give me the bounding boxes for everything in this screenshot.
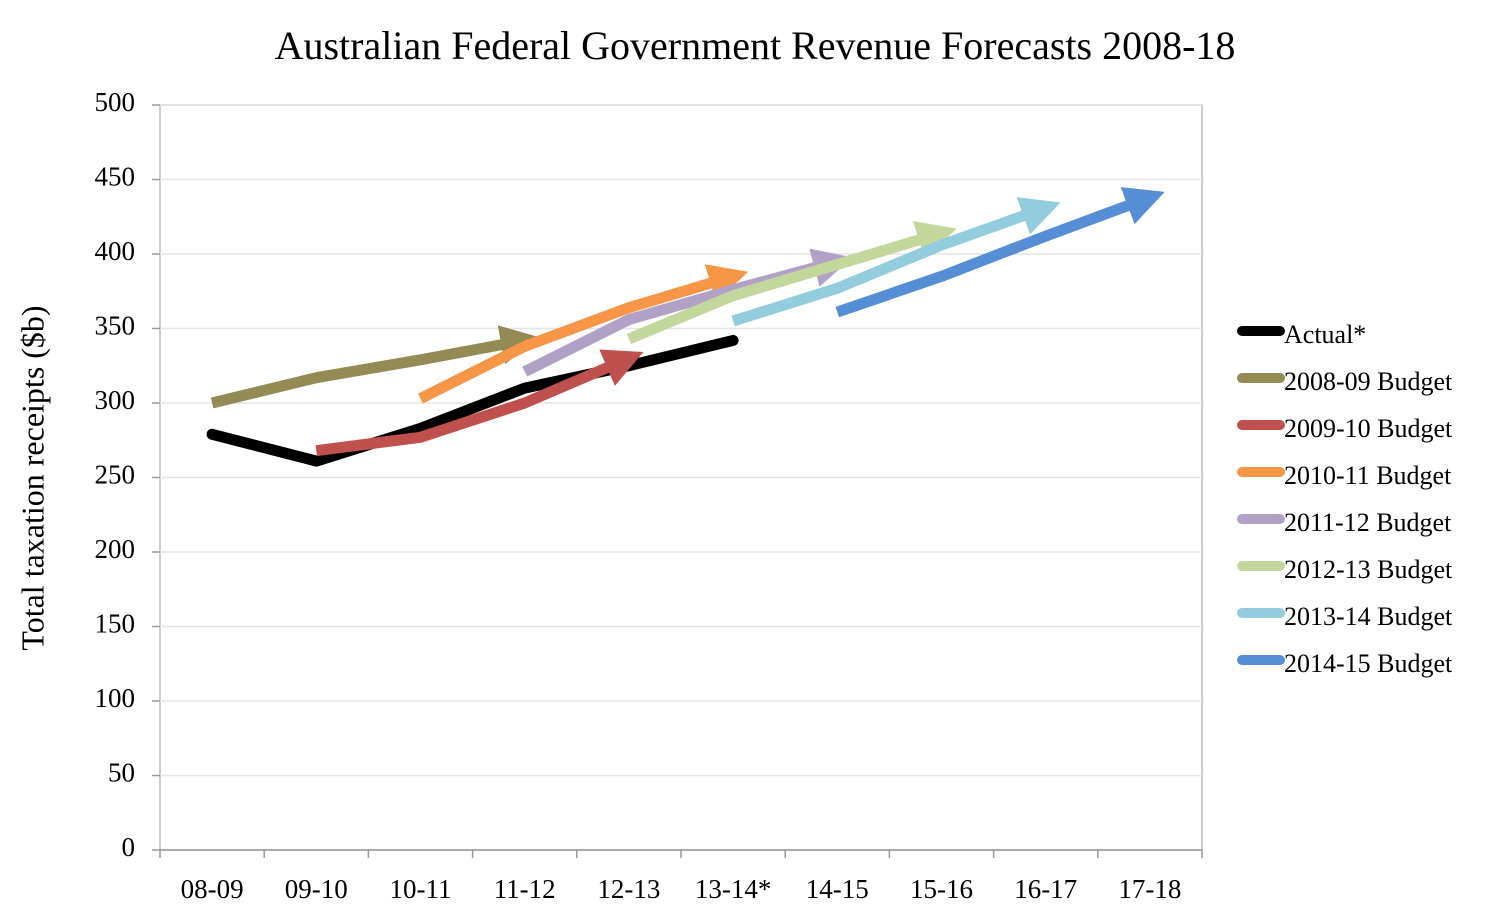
x-tick-label: 16-17	[1014, 874, 1077, 904]
y-tick-label: 150	[95, 609, 136, 639]
series-line	[731, 197, 1061, 327]
legend-label: Actual*	[1284, 320, 1366, 349]
y-tick-label: 450	[95, 162, 136, 192]
y-tick-label: 100	[95, 683, 136, 713]
y-tick-label: 0	[122, 832, 136, 862]
series-line	[626, 221, 957, 345]
x-tick-label: 09-10	[285, 874, 348, 904]
legend-label: 2008-09 Budget	[1284, 367, 1453, 396]
series-line	[315, 349, 644, 457]
series-line	[210, 325, 541, 409]
x-tick-label: 08-09	[181, 874, 244, 904]
legend-label: 2013-14 Budget	[1284, 602, 1453, 631]
legend-label: 2014-15 Budget	[1284, 649, 1453, 678]
x-tick-label: 17-18	[1118, 874, 1181, 904]
x-tick-label: 10-11	[390, 874, 452, 904]
y-tick-label: 200	[95, 534, 136, 564]
legend-label: 2012-13 Budget	[1284, 555, 1453, 584]
x-tick-label: 15-16	[910, 874, 973, 904]
y-tick-label: 300	[95, 385, 136, 415]
y-tick-label: 50	[108, 758, 135, 788]
x-tick-label: 14-15	[806, 874, 869, 904]
x-tick-label: 12-13	[597, 874, 660, 904]
legend-label: 2009-10 Budget	[1284, 414, 1453, 443]
legend-label: 2011-12 Budget	[1284, 508, 1452, 537]
series-line	[418, 264, 749, 404]
y-tick-label: 500	[95, 87, 136, 117]
legend-label: 2010-11 Budget	[1284, 461, 1452, 490]
y-axis-label: Total taxation receipts ($b)	[14, 305, 50, 650]
chart-title: Australian Federal Government Revenue Fo…	[275, 23, 1236, 68]
y-tick-label: 350	[95, 311, 136, 341]
y-tick-label: 400	[95, 236, 136, 266]
x-tick-label: 11-12	[494, 874, 556, 904]
series-line	[206, 334, 739, 467]
series-line	[835, 187, 1165, 318]
y-tick-label: 250	[95, 460, 136, 490]
x-tick-label: 13-14*	[695, 874, 772, 904]
